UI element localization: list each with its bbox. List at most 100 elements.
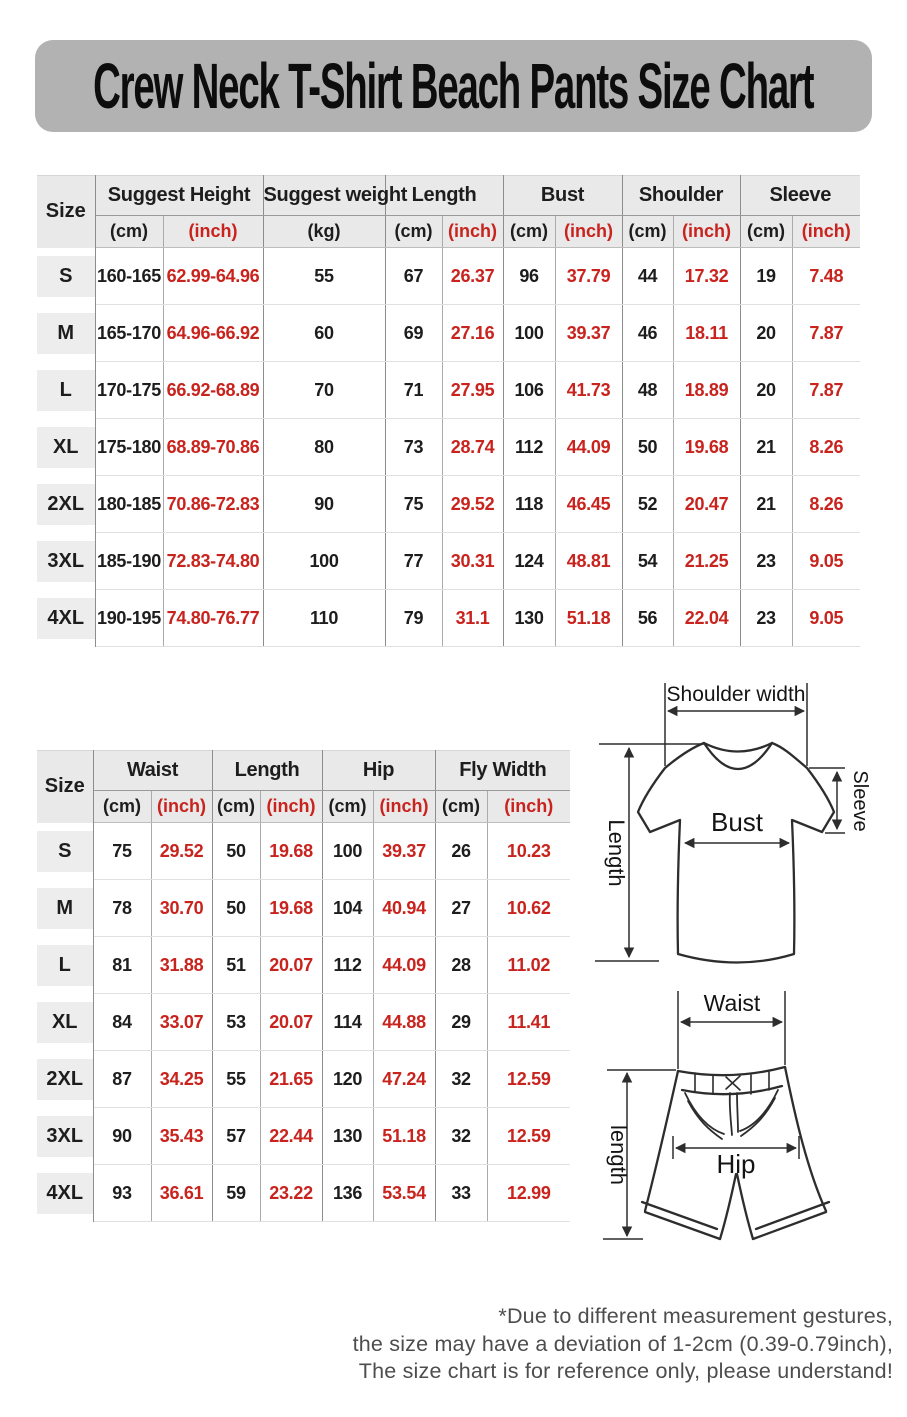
size-label: 2XL (37, 1058, 93, 1100)
size-label: L (37, 944, 93, 986)
value-cell: 22.44 (260, 1107, 323, 1165)
value-cell: 64.96-66.92 (163, 304, 264, 362)
column-group-header: Hip (322, 750, 436, 791)
value-cell: 100 (503, 304, 556, 362)
table-row: 4XL 93 36.61 59 23.22 136 53.54 33 12.99 (37, 1164, 571, 1222)
value-cell: 20.47 (673, 475, 741, 533)
value-cell: 57 (212, 1107, 261, 1165)
value-cell: 66.92-68.89 (163, 361, 264, 419)
size-cell: 2XL (37, 475, 96, 533)
value-cell: 23 (740, 532, 793, 590)
value-cell: 112 (503, 418, 556, 476)
table-row: 3XL 90 35.43 57 22.44 130 51.18 32 12.59 (37, 1107, 571, 1165)
table-row: 2XL 180-185 70.86-72.83 90 75 29.52 118 46.45 52… (37, 475, 861, 533)
value-cell: 7.48 (792, 247, 861, 305)
table-row: S 160-165 62.99-64.96 55 67 26.37 96 37.79 44 17.… (37, 247, 861, 305)
value-cell: 59 (212, 1164, 261, 1222)
value-cell: 48.81 (555, 532, 623, 590)
unit-header: (cm) (622, 215, 674, 248)
size-cell: 4XL (37, 589, 96, 647)
value-cell: 51.18 (555, 589, 623, 647)
column-group-header: Suggest Height (95, 175, 264, 216)
size-cell: L (37, 936, 94, 994)
value-cell: 20 (740, 304, 793, 362)
value-cell: 21.65 (260, 1050, 323, 1108)
shirt-length-label: Length (604, 819, 629, 886)
value-cell: 50 (622, 418, 674, 476)
unit-header: (cm) (385, 215, 443, 248)
size-cell: 4XL (37, 1164, 94, 1222)
value-cell: 8.26 (792, 475, 861, 533)
value-cell: 136 (322, 1164, 374, 1222)
size-cell: XL (37, 418, 96, 476)
column-group-header: Bust (503, 175, 623, 216)
column-group-header: Length (212, 750, 323, 791)
table-row: 3XL 185-190 72.83-74.80 100 77 30.31 124 48.81 5… (37, 532, 861, 590)
shorts-outline (640, 1065, 831, 1241)
value-cell: 90 (93, 1107, 152, 1165)
table-row: XL 175-180 68.89-70.86 80 73 28.74 112 44.09 50 1… (37, 418, 861, 476)
value-cell: 11.02 (487, 936, 571, 994)
value-cell: 100 (322, 822, 374, 880)
drawstring (728, 1092, 739, 1136)
value-cell: 48 (622, 361, 674, 419)
unit-header: (inch) (163, 215, 264, 248)
value-cell: 55 (212, 1050, 261, 1108)
column-group-header: Length (385, 175, 504, 216)
value-cell: 27.95 (442, 361, 504, 419)
unit-header: (inch) (442, 215, 504, 248)
size-label: 2XL (37, 483, 95, 525)
value-cell: 29.52 (151, 822, 213, 880)
table-row: 2XL 87 34.25 55 21.65 120 47.24 32 12.59 (37, 1050, 571, 1108)
unit-header: (inch) (673, 215, 741, 248)
value-cell: 70.86-72.83 (163, 475, 264, 533)
value-cell: 36.61 (151, 1164, 213, 1222)
value-cell: 46.45 (555, 475, 623, 533)
value-cell: 12.99 (487, 1164, 571, 1222)
size-label: 4XL (37, 1172, 93, 1214)
table-row: S 75 29.52 50 19.68 100 39.37 26 10.23 (37, 822, 571, 880)
size-column-header: Size (37, 750, 94, 823)
size-label: L (37, 369, 95, 411)
value-cell: 175-180 (95, 418, 164, 476)
value-cell: 73 (385, 418, 443, 476)
value-cell: 72.83-74.80 (163, 532, 264, 590)
title-banner: Crew Neck T-Shirt Beach Pants Size Chart (35, 40, 872, 132)
size-cell: 3XL (37, 1107, 94, 1165)
value-cell: 70 (263, 361, 386, 419)
waist-label: Waist (704, 990, 761, 1016)
shorts-length-label: length (606, 1125, 631, 1185)
value-cell: 170-175 (95, 361, 164, 419)
value-cell: 29 (435, 993, 488, 1051)
size-label: M (37, 887, 93, 929)
shirt-size-table: Size Suggest Height Suggest weight Length Bu… (37, 175, 861, 647)
value-cell: 44.88 (373, 993, 436, 1051)
value-cell: 93 (93, 1164, 152, 1222)
value-cell: 120 (322, 1050, 374, 1108)
value-cell: 114 (322, 993, 374, 1051)
size-cell: M (37, 304, 96, 362)
value-cell: 100 (263, 532, 386, 590)
header-unit-row: (cm) (inch) (kg) (cm) (inch) (cm) (inch) (cm) (i… (37, 215, 861, 248)
table-row: XL 84 33.07 53 20.07 114 44.88 29 11.41 (37, 993, 571, 1051)
table-row: M 165-170 64.96-66.92 60 69 27.16 100 39.37 46 18… (37, 304, 861, 362)
unit-header: (cm) (435, 790, 488, 823)
hip-label: Hip (716, 1149, 755, 1179)
table-row: M 78 30.70 50 19.68 104 40.94 27 10.62 (37, 879, 571, 937)
unit-header: (inch) (260, 790, 323, 823)
size-label: XL (37, 1001, 93, 1043)
size-label: 4XL (37, 597, 95, 639)
value-cell: 20.07 (260, 936, 323, 994)
size-cell: S (37, 822, 94, 880)
value-cell: 130 (322, 1107, 374, 1165)
value-cell: 53 (212, 993, 261, 1051)
table-header: Size Suggest Height Suggest weight Length Bu… (37, 175, 861, 248)
value-cell: 47.24 (373, 1050, 436, 1108)
shorts-measurement-diagram: Waist length Hip (603, 990, 831, 1241)
table-row: 4XL 190-195 74.80-76.77 110 79 31.1 130 51.18 56… (37, 589, 861, 647)
column-group-header: Suggest weight (263, 175, 407, 216)
value-cell: 35.43 (151, 1107, 213, 1165)
value-cell: 180-185 (95, 475, 164, 533)
column-group-header: Sleeve (740, 175, 861, 216)
tshirt-measurement-diagram: Shoulder width Length Sleeve Bust (595, 683, 871, 964)
